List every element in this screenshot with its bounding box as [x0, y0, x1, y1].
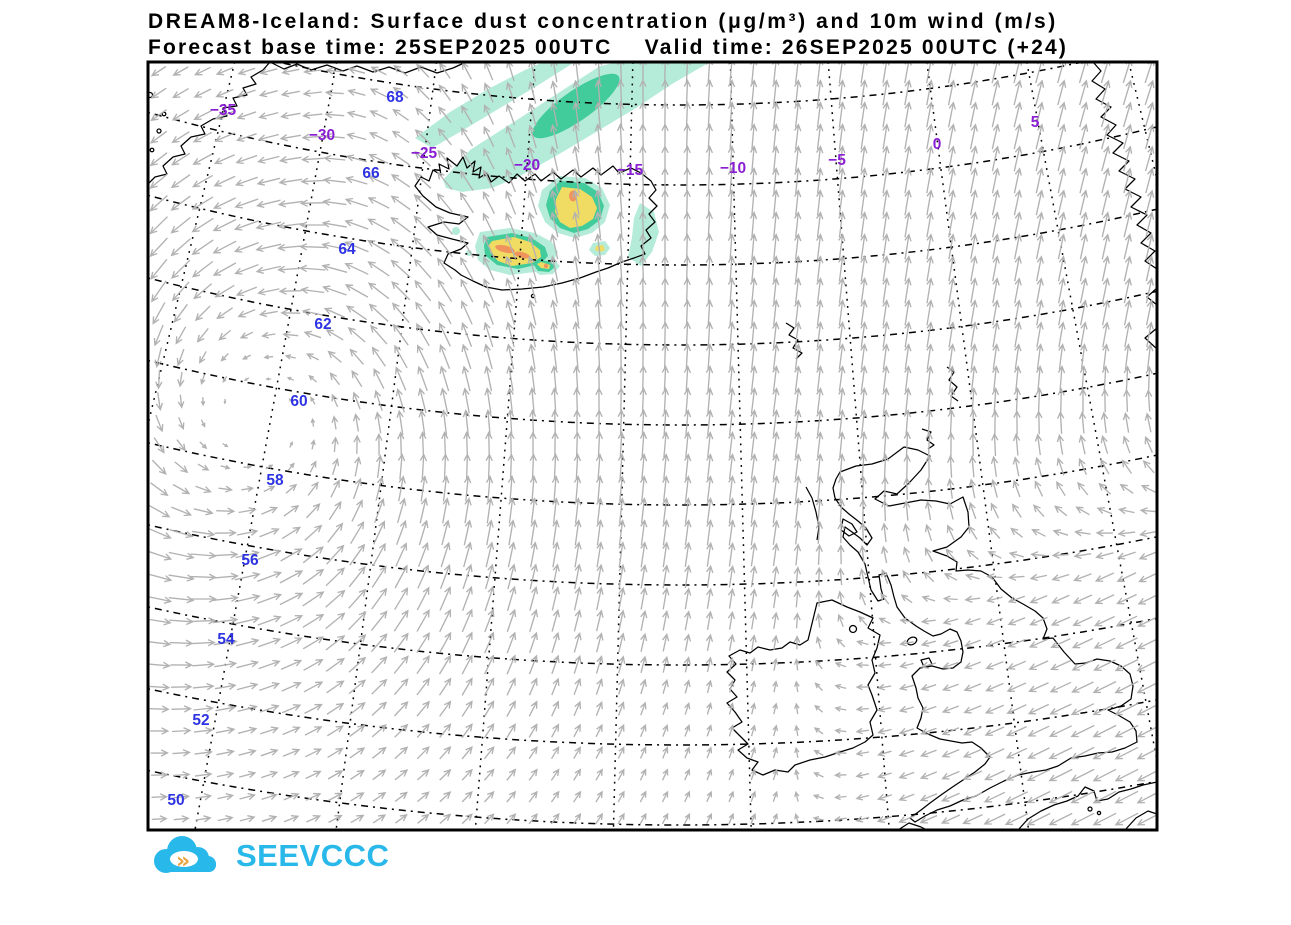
latitude-label: 66 — [362, 165, 380, 182]
logo-cloud-icon: » — [154, 836, 216, 874]
coastline-layer — [148, 62, 1157, 830]
longitude-label: −5 — [828, 152, 846, 169]
longitude-label: −15 — [617, 162, 644, 179]
legend-row: 20 525502005001000 — [0, 876, 1291, 925]
latitude-label: 50 — [167, 792, 184, 809]
longitude-label: 0 — [933, 136, 942, 153]
latitude-label: 60 — [290, 393, 307, 410]
longitude-label: −25 — [411, 145, 438, 162]
logo-arrow-icon: » — [176, 849, 190, 874]
logo-text: SEEVCCC — [236, 838, 390, 873]
longitude-label: 5 — [1031, 114, 1040, 131]
longitude-label: −20 — [514, 157, 540, 174]
latitude-label: 52 — [192, 712, 209, 729]
seevccc-logo: » SEEVCCC — [146, 834, 389, 878]
map-subtitle: Forecast base time: 25SEP2025 00UTC Vali… — [148, 36, 1069, 59]
longitude-label: −30 — [309, 127, 335, 144]
latitude-label: 62 — [314, 316, 331, 333]
latitude-label: 56 — [241, 552, 259, 569]
latitude-label: 64 — [338, 241, 356, 258]
map-title: DREAM8-Iceland: Surface dust concentrati… — [148, 10, 1058, 33]
latitude-label: 58 — [266, 472, 284, 489]
longitude-label: −10 — [720, 160, 746, 177]
latitude-label: 68 — [386, 89, 404, 106]
wind-arrow-layer — [148, 62, 1157, 826]
latitude-label: 54 — [217, 631, 235, 648]
longitude-label: −35 — [210, 102, 237, 119]
graticule-layer — [148, 62, 1157, 830]
